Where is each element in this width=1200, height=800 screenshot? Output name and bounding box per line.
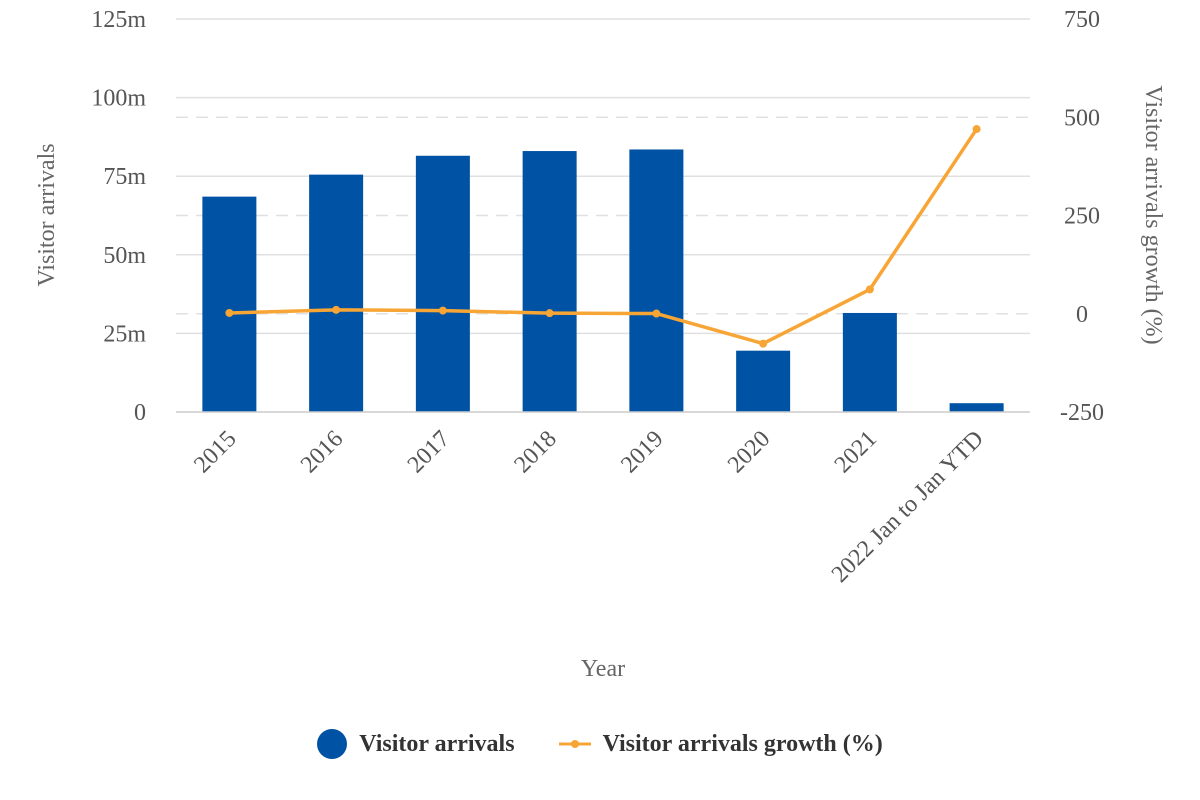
growth-point[interactable] (225, 308, 234, 317)
y-left-tick-label: 50m (103, 243, 146, 269)
x-tick-label: 2020 (723, 426, 775, 478)
growth-point[interactable] (545, 309, 554, 318)
line-series (225, 125, 981, 348)
legend-label-visitor-arrivals: Visitor arrivals (359, 730, 515, 757)
growth-point[interactable] (972, 125, 981, 134)
y-right-tick-label: 500 (1064, 105, 1100, 131)
y-left-tick-label: 75m (103, 164, 146, 190)
combo-chart: 0 25m 50m 75m 100m 125m -250 0 250 500 750 2015 20… (34, 7, 1166, 682)
x-axis-title: Year (581, 656, 625, 682)
y-right-tick-label: 250 (1064, 204, 1100, 230)
legend-item-visitor-arrivals-growth[interactable]: Visitor arrivals growth (%) (558, 730, 883, 758)
left-axis-ticks: 0 25m 50m 75m 100m 125m (91, 7, 146, 426)
y-axis-left-title: Visitor arrivals (34, 143, 60, 286)
bar[interactable] (415, 155, 470, 412)
bar[interactable] (309, 174, 364, 412)
bar[interactable] (202, 196, 257, 412)
bar[interactable] (736, 350, 791, 412)
y-left-tick-label: 125m (91, 7, 146, 33)
y-right-tick-label: -250 (1060, 400, 1104, 426)
y-right-tick-label: 750 (1064, 7, 1100, 33)
legend-line-swatch (558, 740, 591, 748)
right-axis-ticks: -250 0 250 500 750 (1060, 7, 1104, 426)
x-tick-label: 2021 (830, 426, 882, 478)
y-left-tick-label: 100m (91, 86, 146, 112)
x-tick-label: 2019 (616, 426, 668, 478)
bar[interactable] (629, 149, 684, 412)
growth-line (229, 128, 979, 346)
bar[interactable] (949, 403, 1004, 412)
bar-series (202, 149, 1004, 412)
bar[interactable] (842, 312, 897, 412)
y-axis-right-title: Visitor arrivals growth (%) (1140, 85, 1166, 344)
growth-point[interactable] (652, 309, 661, 318)
legend: Visitor arrivals Visitor arrivals growth… (0, 722, 1200, 766)
x-tick-label: 2015 (189, 426, 241, 478)
right-gridlines (176, 116, 1030, 315)
x-tick-label: 2017 (403, 426, 455, 478)
growth-point[interactable] (759, 339, 768, 348)
y-left-tick-label: 25m (103, 321, 146, 347)
x-tick-label: 2018 (510, 426, 562, 478)
y-left-tick-label: 0 (134, 400, 146, 426)
growth-point[interactable] (865, 285, 874, 294)
legend-item-visitor-arrivals[interactable]: Visitor arrivals (317, 729, 515, 759)
growth-point[interactable] (332, 305, 341, 314)
y-right-tick-label: 0 (1076, 302, 1088, 328)
left-gridlines (176, 18, 1030, 335)
growth-point[interactable] (438, 306, 447, 315)
bar[interactable] (522, 151, 577, 412)
legend-bar-swatch (317, 729, 348, 759)
x-tick-label: 2016 (296, 426, 348, 478)
legend-label-visitor-arrivals-growth: Visitor arrivals growth (%) (602, 730, 883, 757)
